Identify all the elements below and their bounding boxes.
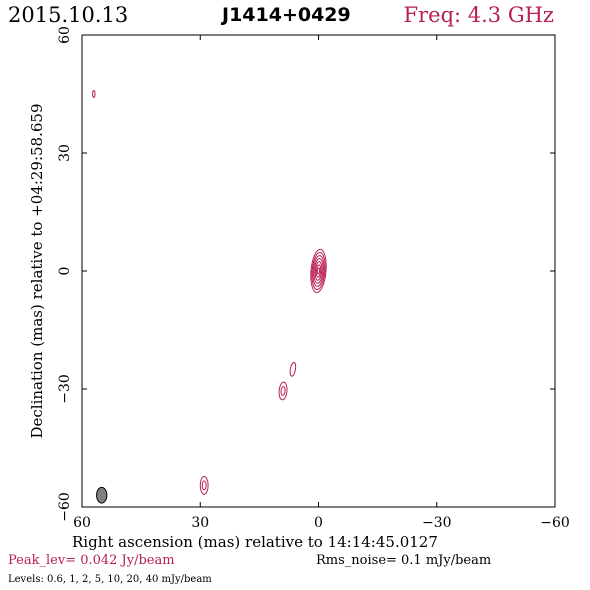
contour-line <box>201 480 207 491</box>
contour-line <box>92 89 96 99</box>
contour-component <box>278 381 288 401</box>
contour-line <box>199 475 209 495</box>
contour-component <box>92 89 96 99</box>
x-tick-label: 30 <box>191 515 209 531</box>
x-tick-label: −60 <box>540 515 570 531</box>
contour-line <box>314 261 323 281</box>
frequency-label: Freq: 4.3 GHz <box>403 3 554 27</box>
beam-ellipse <box>96 486 108 504</box>
source-name: J1414+0429 <box>222 4 351 26</box>
rms-noise: Rms_noise= 0.1 mJy/beam <box>316 553 492 568</box>
contour-line <box>313 258 324 284</box>
x-axis-label: Right ascension (mas) relative to 14:14:… <box>72 533 438 551</box>
x-tick-label: 60 <box>73 515 91 531</box>
beam <box>96 486 108 504</box>
contour-line <box>278 381 288 401</box>
x-tick-label: 0 <box>314 515 323 531</box>
contour-line <box>315 264 322 278</box>
contour-line <box>316 267 321 275</box>
y-axis-label: Declination (mas) relative to +04:29:58.… <box>28 103 46 439</box>
contour-line <box>280 386 286 396</box>
contour-line <box>312 255 325 287</box>
axis-ticks <box>81 34 556 508</box>
contour-component <box>289 362 297 377</box>
y-tick-label: 30 <box>57 144 73 162</box>
observation-date: 2015.10.13 <box>8 3 129 27</box>
contour-component <box>310 248 327 294</box>
contour-line <box>311 251 326 291</box>
contour-line <box>310 248 327 294</box>
y-tick-label: 60 <box>57 26 73 44</box>
contour-component <box>199 475 209 495</box>
x-tick-label: −30 <box>422 515 452 531</box>
contour-line <box>289 362 297 377</box>
contour-levels: Levels: 0.6, 1, 2, 5, 10, 20, 40 mJy/bea… <box>8 574 212 585</box>
axis-tick-labels: 60 30 0 −30 −60 −60 −30 0 30 60 <box>57 26 570 531</box>
y-tick-label: −60 <box>57 492 73 522</box>
y-tick-label: 0 <box>57 267 73 276</box>
peak-level: Peak_lev= 0.042 Jy/beam <box>8 553 175 568</box>
plot-frame <box>81 34 556 508</box>
contours <box>92 89 327 495</box>
y-tick-label: −30 <box>57 374 73 404</box>
